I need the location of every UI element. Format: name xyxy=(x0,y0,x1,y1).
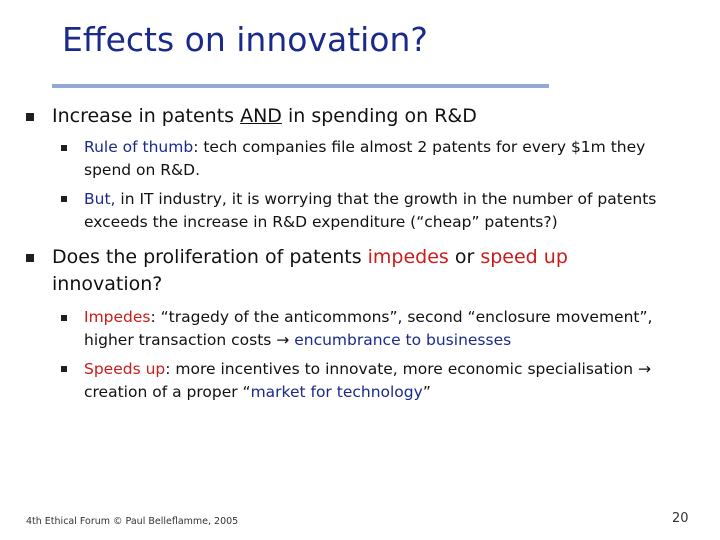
page-number: 20 xyxy=(672,511,689,526)
bullet-text: Increase in patents AND in spending on R… xyxy=(52,103,477,129)
text-fragment: : more incentives to innovate, more econ… xyxy=(165,360,639,378)
text-fragment: : tech companies file almost 2 patents f… xyxy=(193,138,646,156)
underlined-and: AND xyxy=(240,105,282,127)
text-fragment: in spending on R&D xyxy=(281,105,477,127)
slide-footer: 4th Ethical Forum © Paul Belleflamme, 20… xyxy=(26,516,239,527)
slide-title: Effects on innovation? xyxy=(62,20,428,59)
arrow-right-icon: → xyxy=(276,331,290,349)
highlight-rule-of-thumb: Rule of thumb xyxy=(84,138,194,156)
bullet-square-icon xyxy=(26,254,34,262)
text-fragment: spend on R&D. xyxy=(84,161,200,179)
sub-bullet-line: Rule of thumb: tech companies file almos… xyxy=(84,136,645,159)
sub-bullet-line: creation of a proper “market for technol… xyxy=(84,381,431,404)
text-fragment: creation of a proper “ xyxy=(84,383,251,401)
text-fragment: Increase in patents xyxy=(52,105,241,127)
sub-bullet-line: higher transaction costs → encumbrance t… xyxy=(84,329,511,352)
highlight-impedes: Impedes xyxy=(84,308,151,326)
highlight-but: But, xyxy=(84,190,116,208)
text-fragment: ” xyxy=(422,383,431,401)
sub-bullet-line: exceeds the increase in R&D expenditure … xyxy=(84,211,558,234)
text-fragment: Does the proliferation of patents xyxy=(52,246,368,268)
sub-bullet-line: Speeds up: more incentives to innovate, … xyxy=(84,358,651,381)
text-fragment: in IT industry, it is worrying that the … xyxy=(115,190,657,208)
bullet-text-line2: innovation? xyxy=(52,273,163,295)
highlight-speeds-up: Speeds up xyxy=(84,360,166,378)
sub-bullet-line: But, in IT industry, it is worrying that… xyxy=(84,188,656,211)
bullet-square-icon xyxy=(61,196,67,202)
text-fragment: : “tragedy of the anticommons”, second “… xyxy=(150,308,653,326)
sub-bullet-line: spend on R&D. xyxy=(84,159,200,182)
highlight-encumbrance: encumbrance to businesses xyxy=(289,331,512,349)
highlight-speed-up: speed up xyxy=(480,246,568,268)
highlight-market-for-technology: market for technology xyxy=(250,383,423,401)
text-fragment: exceeds the increase in R&D expenditure … xyxy=(84,213,558,231)
bullet-square-icon xyxy=(61,315,67,321)
sub-bullet-line: Impedes: “tragedy of the anticommons”, s… xyxy=(84,306,652,329)
bullet-square-icon xyxy=(26,113,34,121)
text-fragment: or xyxy=(448,246,481,268)
bullet-square-icon xyxy=(61,366,67,372)
title-divider xyxy=(52,84,549,88)
bullet-square-icon xyxy=(61,145,67,151)
text-fragment: higher transaction costs xyxy=(84,331,277,349)
arrow-right-icon: → xyxy=(638,360,652,378)
highlight-impedes: impedes xyxy=(367,246,449,268)
bullet-text: Does the proliferation of patents impede… xyxy=(52,244,568,270)
